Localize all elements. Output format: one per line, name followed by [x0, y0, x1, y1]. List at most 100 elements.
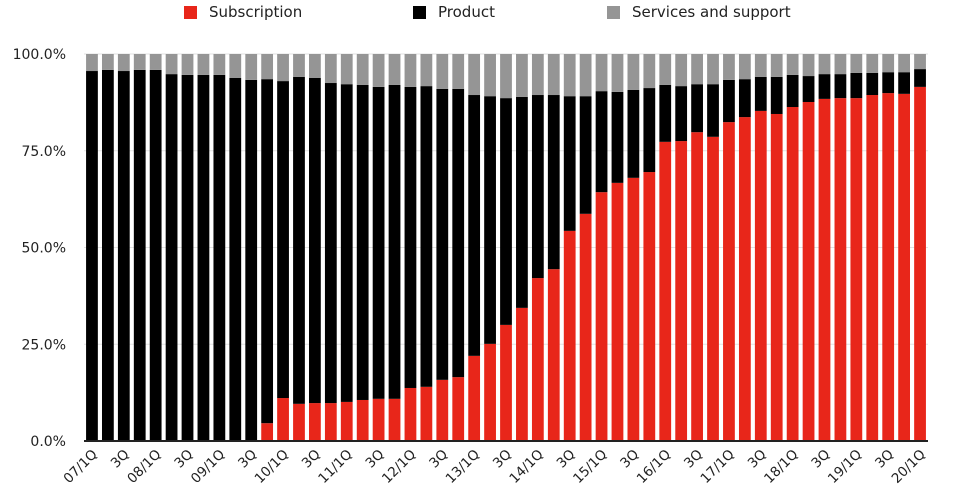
bar-segment-services-and-support	[850, 54, 863, 73]
legend-item-product[interactable]: Product	[413, 3, 495, 21]
bar-segment-product	[101, 69, 114, 442]
x-tick-label: 3Q	[235, 447, 260, 472]
bar-segment-product	[675, 86, 688, 142]
x-tick-label: 17/1Q	[697, 447, 737, 487]
bar-segment-product	[818, 74, 831, 99]
bar-segment-services-and-support	[898, 54, 910, 73]
bar-segment-subscription	[627, 177, 640, 441]
bar-segment-services-and-support	[86, 54, 98, 72]
bar-segment-product	[181, 74, 194, 442]
x-tick-label: 3Q	[363, 447, 388, 472]
x-tick-label: 19/1Q	[825, 447, 865, 487]
x-tick-label: 3Q	[808, 447, 833, 472]
bar-segment-services-and-support	[149, 54, 162, 70]
bar-segment-subscription	[786, 107, 799, 442]
legend-label-services: Services and support	[632, 3, 791, 21]
bar-segment-product	[356, 84, 369, 400]
bar-segment-subscription	[293, 403, 305, 441]
bar-segment-product	[882, 72, 895, 94]
bar-segment-product	[611, 91, 624, 183]
bar-segment-product	[516, 96, 528, 308]
bar-segment-subscription	[675, 141, 688, 441]
legend-item-services[interactable]: Services and support	[607, 3, 791, 21]
bar-segment-services-and-support	[484, 54, 496, 97]
bar-segment-subscription	[579, 213, 592, 441]
bar-segment-product	[500, 98, 512, 325]
legend-label-subscription: Subscription	[209, 3, 303, 21]
bar-segment-subscription	[723, 122, 735, 442]
bar-segment-services-and-support	[229, 54, 242, 78]
legend-swatch-subscription	[184, 5, 197, 19]
x-tick-label: 3Q	[681, 447, 706, 472]
bar-segment-services-and-support	[181, 54, 194, 75]
x-tick-label: 12/1Q	[379, 447, 419, 487]
bar-segment-subscription	[404, 387, 417, 441]
bar-segment-services-and-support	[101, 54, 114, 70]
bar-segment-product	[245, 79, 258, 442]
bar-segment-subscription	[516, 307, 528, 441]
bar-segment-services-and-support	[547, 54, 560, 96]
bar-segment-subscription	[898, 93, 910, 442]
x-tick-label: 3Q	[872, 447, 897, 472]
bar-segment-subscription	[802, 101, 815, 442]
x-tick-label: 3Q	[299, 447, 324, 472]
bar-segment-services-and-support	[707, 54, 719, 85]
bar-segment-subscription	[818, 98, 831, 441]
x-tick-label: 07/1Q	[61, 447, 101, 487]
bar-segment-subscription	[547, 269, 560, 441]
bar-segment-product	[786, 74, 799, 108]
bar-segment-product	[117, 71, 130, 441]
bar-segment-product	[659, 84, 672, 142]
bar-segment-subscription	[643, 172, 656, 442]
bar-segment-product	[86, 71, 98, 441]
y-tick-label: 0.0%	[30, 434, 66, 450]
bar-segment-services-and-support	[579, 54, 592, 97]
bar-segment-services-and-support	[213, 54, 226, 75]
bar-segment-product	[627, 89, 640, 178]
bar-segment-services-and-support	[165, 54, 178, 75]
legend-swatch-product	[413, 5, 426, 19]
x-tick-label: 15/1Q	[570, 447, 610, 487]
bar-segment-services-and-support	[340, 54, 353, 85]
bar-segment-subscription	[754, 110, 767, 441]
bar-segment-product	[531, 95, 544, 279]
bar-segment-product	[898, 72, 910, 94]
bar-segment-services-and-support	[388, 54, 401, 85]
bar-segment-services-and-support	[324, 54, 337, 84]
y-tick-label: 75.0%	[22, 144, 66, 160]
bar-segment-services-and-support	[738, 54, 751, 80]
bar-segment-subscription	[388, 398, 401, 441]
bar-segment-product	[707, 84, 719, 137]
bar-segment-subscription	[850, 98, 863, 442]
bar-segment-services-and-support	[356, 54, 369, 85]
bar-segment-services-and-support	[691, 54, 703, 85]
bar-segment-product	[738, 79, 751, 118]
y-axis-labels: 0.0% 25.0% 50.0% 75.0% 100.0%	[13, 47, 66, 450]
bar-segment-services-and-support	[563, 54, 576, 97]
bar-segment-subscription	[324, 403, 337, 441]
bar-segment-subscription	[531, 278, 544, 441]
bar-segment-services-and-support	[133, 54, 146, 70]
bar-segment-subscription	[500, 324, 512, 441]
bar-segment-subscription	[691, 132, 703, 442]
bar-segment-product	[229, 77, 242, 442]
bar-segment-services-and-support	[595, 54, 608, 92]
bar-segment-subscription	[834, 98, 847, 442]
y-tick-label: 100.0%	[13, 47, 66, 63]
x-tick-label: 14/1Q	[506, 447, 546, 487]
x-tick-label: 10/1Q	[252, 447, 292, 487]
bar-segment-services-and-support	[516, 54, 528, 97]
legend-item-subscription[interactable]: Subscription	[184, 3, 302, 21]
bar-segment-services-and-support	[786, 54, 799, 75]
bar-segment-services-and-support	[818, 54, 831, 75]
bar-segment-services-and-support	[372, 54, 385, 87]
bar-segment-product	[691, 84, 703, 133]
bar-segment-services-and-support	[770, 54, 783, 77]
x-tick-label: 08/1Q	[124, 447, 164, 487]
legend-label-product: Product	[438, 3, 495, 21]
bar-segment-product	[293, 76, 305, 404]
bar-segment-product	[850, 72, 863, 99]
bar-segment-product	[802, 76, 815, 102]
